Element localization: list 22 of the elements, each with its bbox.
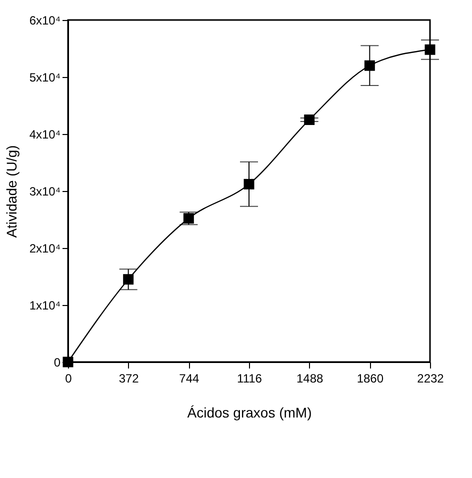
y-tick-label: 2x10⁴: [29, 242, 60, 256]
y-tick-label: 0: [54, 356, 61, 370]
x-tick-label: 0: [65, 372, 72, 386]
point: [183, 213, 194, 224]
point: [123, 274, 134, 285]
y-tick-label: 1x10⁴: [29, 298, 60, 312]
x-tick-label: 1488: [296, 372, 324, 386]
y-tick-label: 4x10⁴: [29, 128, 60, 142]
y-axis-title: Atividade (U/g): [3, 145, 20, 238]
x-tick-label: 744: [179, 372, 200, 386]
point: [304, 114, 315, 125]
point: [244, 178, 254, 190]
x-tick-label: 372: [118, 372, 140, 386]
point: [424, 44, 436, 55]
point: [364, 60, 375, 71]
y-tick-label: 6x10⁴: [29, 14, 60, 28]
x-axis-title: Ácidos graxos (mM): [187, 404, 312, 420]
x-tick-label: 1116: [237, 372, 262, 386]
y-tick-label: 5x10⁴: [29, 70, 60, 84]
y-tick-label: 3x10⁴: [29, 184, 60, 198]
x-tick-label: 2232: [417, 372, 444, 386]
x-tick-label: 1860: [356, 372, 384, 386]
